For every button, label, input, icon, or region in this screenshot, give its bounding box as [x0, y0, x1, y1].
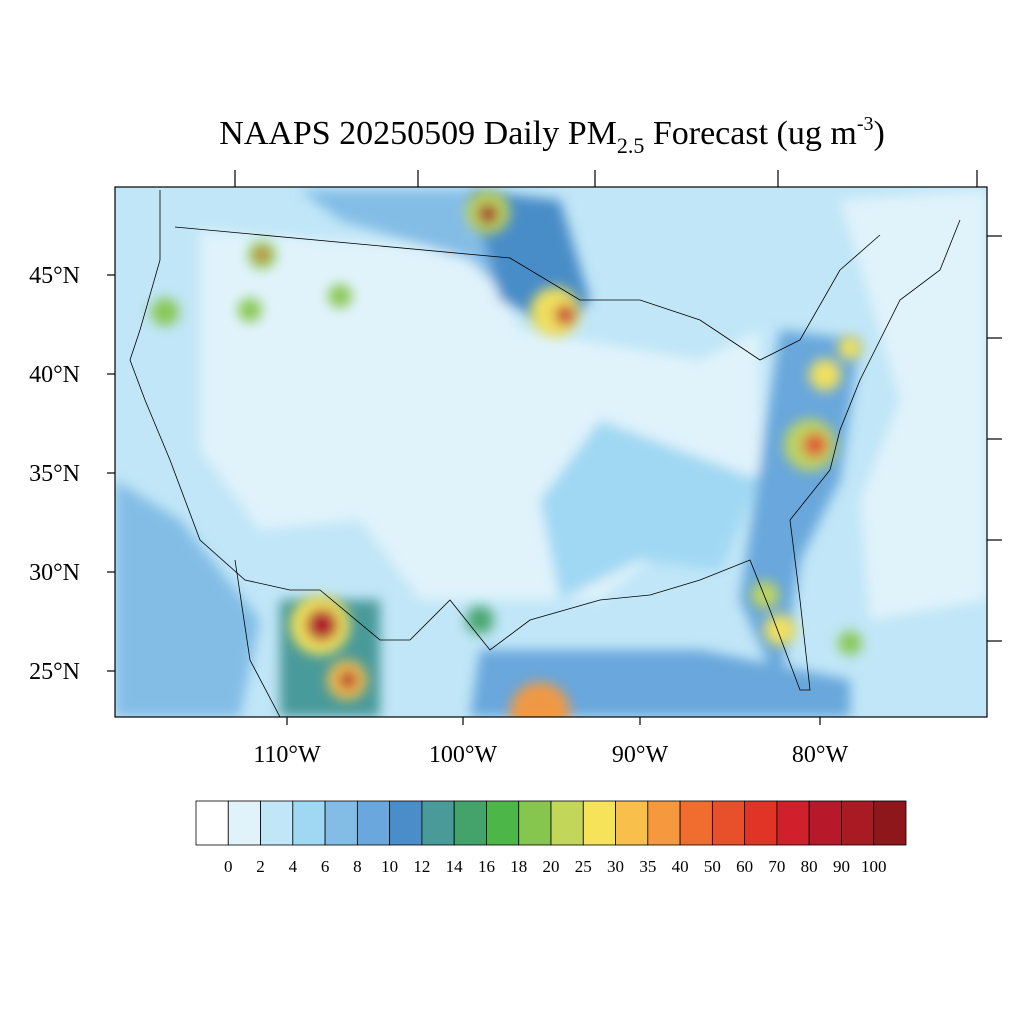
lon-label: 90°W: [612, 742, 669, 768]
lon-label: 80°W: [792, 742, 849, 768]
colorbar-label: 30: [607, 857, 624, 876]
lat-label: 40°N: [29, 362, 80, 388]
colorbar-box: [453, 800, 487, 846]
colorbar-label: 16: [478, 857, 495, 876]
colorbar-label: 90: [833, 857, 850, 876]
colorbar-label: 60: [736, 857, 753, 876]
colorbar-box: [389, 800, 423, 846]
colorbar-box: [808, 800, 842, 846]
colorbar-box: [195, 800, 229, 846]
title-main: NAAPS 20250509 Daily PM: [219, 115, 617, 152]
colorbar-box: [550, 800, 584, 846]
title-rest: Forecast (ug m: [644, 115, 856, 152]
colorbar-box: [647, 800, 681, 846]
coastlines: [129, 190, 961, 717]
colorbar-box: [260, 800, 294, 846]
title-subscript: 2.5: [617, 133, 645, 158]
colorbar-label: 70: [768, 857, 785, 876]
colorbar-label: 8: [353, 857, 362, 876]
colorbar-box: [582, 800, 616, 846]
colorbar-label: 0: [224, 857, 233, 876]
colorbar-label: 14: [446, 857, 464, 876]
map-field: [115, 187, 987, 717]
colorbar-label: 20: [543, 857, 560, 876]
colorbar-box: [615, 800, 649, 846]
colorbar-label: 100: [861, 857, 887, 876]
colorbar-box: [486, 800, 520, 846]
colorbar-box: [292, 800, 326, 846]
colorbar-label: 6: [321, 857, 330, 876]
colorbar-label: 80: [801, 857, 818, 876]
colorbar-label: 40: [672, 857, 689, 876]
colorbar-label: 35: [639, 857, 656, 876]
colorbar-label: 25: [575, 857, 592, 876]
title-end: ): [873, 115, 884, 152]
axis-labels: 45°N 40°N 35°N 30°N 25°N 110°W 100°W 90°W 80°W: [29, 263, 848, 768]
colorbar-box: [711, 800, 746, 846]
ticks: [107, 170, 1002, 725]
colorbar-box: [873, 800, 907, 846]
colorbar-box: [841, 800, 875, 846]
colorbar-label: 12: [413, 857, 430, 876]
lat-label: 25°N: [29, 659, 80, 685]
colorbar-box: [518, 800, 552, 846]
lon-label: 110°W: [253, 742, 321, 768]
lat-label: 30°N: [29, 560, 80, 586]
lat-label: 35°N: [29, 461, 80, 487]
colorbar-box: [356, 800, 391, 846]
colorbar: 0 2 4 6 8 10 12 14 16 18 20 25 30 35 40 50 60 70 80 90 100: [195, 800, 907, 876]
colorbar-label: 18: [510, 857, 527, 876]
colorbar-box: [421, 800, 455, 846]
colorbar-box: [227, 800, 261, 846]
colorbar-label: 10: [381, 857, 398, 876]
map-frame: [114, 186, 988, 718]
colorbar-label: 2: [256, 857, 265, 876]
lat-label: 45°N: [29, 263, 80, 289]
title-superscript: -3: [857, 113, 874, 135]
lon-label: 100°W: [429, 742, 498, 768]
colorbar-label: 4: [289, 857, 298, 876]
colorbar-box: [744, 800, 778, 846]
title: NAAPS 20250509 Daily PM2.5 Forecast (ug …: [219, 113, 885, 158]
colorbar-label: 50: [704, 857, 721, 876]
colorbar-box: [679, 800, 713, 846]
colorbar-box: [324, 800, 358, 846]
colorbar-box: [776, 800, 810, 846]
